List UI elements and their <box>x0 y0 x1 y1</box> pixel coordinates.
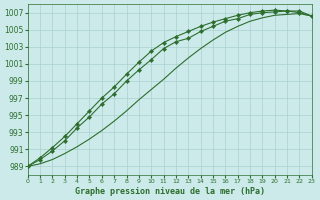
X-axis label: Graphe pression niveau de la mer (hPa): Graphe pression niveau de la mer (hPa) <box>75 187 265 196</box>
